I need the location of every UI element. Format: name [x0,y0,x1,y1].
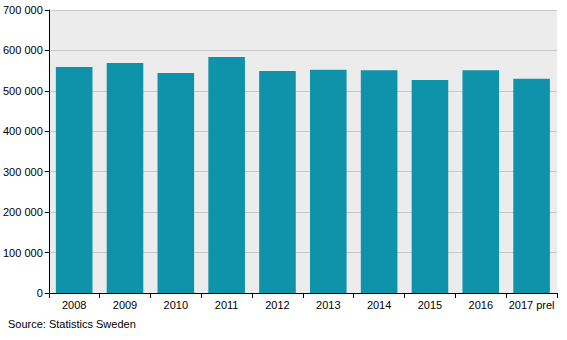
svg-text:2009: 2009 [113,299,137,311]
svg-text:400 000: 400 000 [3,125,43,137]
svg-text:2016: 2016 [469,299,493,311]
svg-text:300 000: 300 000 [3,166,43,178]
svg-text:100 000: 100 000 [3,247,43,259]
svg-text:500 000: 500 000 [3,85,43,97]
svg-text:2010: 2010 [164,299,188,311]
svg-text:700 000: 700 000 [3,4,43,16]
svg-text:200 000: 200 000 [3,206,43,218]
svg-text:600 000: 600 000 [3,44,43,56]
svg-text:2008: 2008 [62,299,86,311]
svg-text:2015: 2015 [418,299,442,311]
svg-text:2017 prel: 2017 prel [509,299,555,311]
svg-text:0: 0 [37,287,43,299]
svg-text:2014: 2014 [367,299,391,311]
svg-text:2011: 2011 [215,299,239,311]
svg-text:Source: Statistics Sweden: Source: Statistics Sweden [8,318,136,330]
svg-text:2013: 2013 [316,299,340,311]
svg-text:2012: 2012 [265,299,289,311]
